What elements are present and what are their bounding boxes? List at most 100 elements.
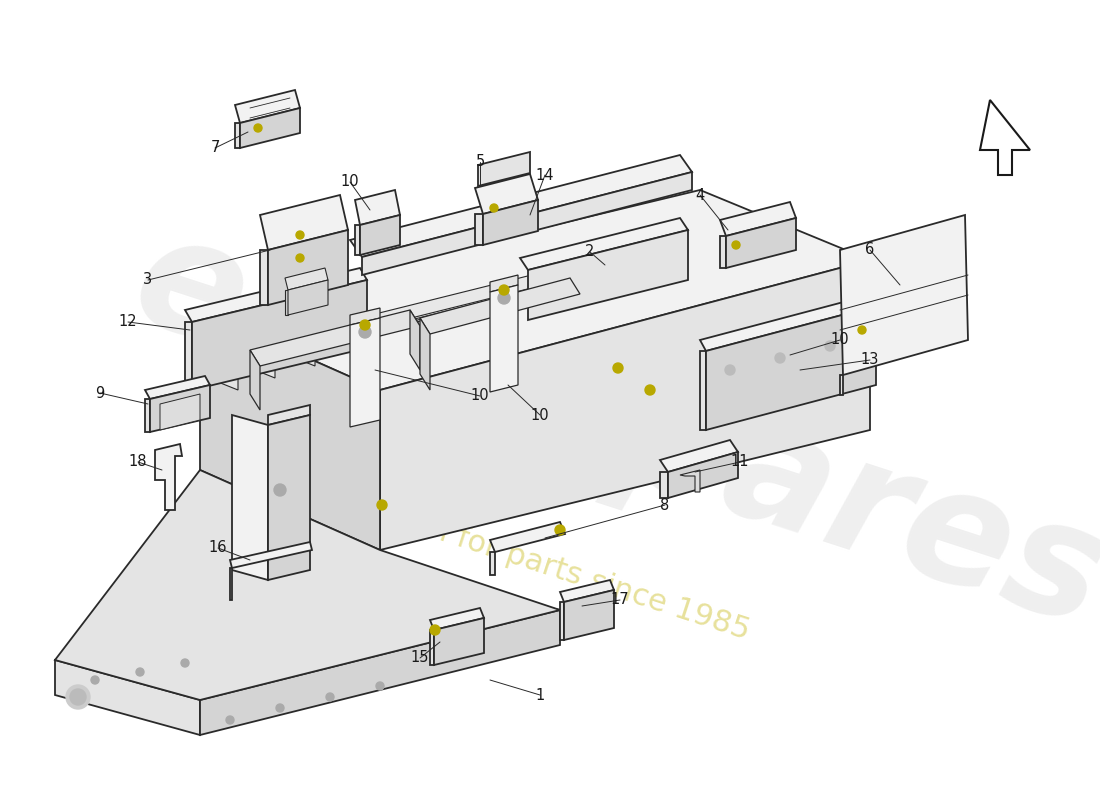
Polygon shape (232, 415, 268, 580)
Polygon shape (350, 155, 692, 257)
Polygon shape (255, 348, 275, 378)
Polygon shape (235, 123, 240, 148)
Polygon shape (475, 174, 538, 214)
Polygon shape (478, 152, 530, 186)
Polygon shape (434, 618, 484, 665)
Text: 15: 15 (410, 650, 429, 666)
Circle shape (776, 353, 785, 363)
Polygon shape (200, 310, 380, 550)
Polygon shape (430, 608, 484, 630)
Polygon shape (145, 399, 150, 432)
Polygon shape (420, 318, 430, 390)
Polygon shape (260, 195, 348, 250)
Polygon shape (410, 310, 420, 370)
Polygon shape (362, 172, 692, 275)
Polygon shape (336, 248, 660, 332)
Polygon shape (706, 306, 876, 430)
Polygon shape (490, 285, 518, 392)
Text: 5: 5 (475, 154, 485, 170)
Polygon shape (680, 470, 700, 492)
Polygon shape (720, 236, 726, 268)
Polygon shape (350, 318, 380, 427)
Polygon shape (475, 214, 483, 245)
Polygon shape (379, 260, 870, 550)
Text: 9: 9 (96, 386, 104, 401)
Polygon shape (355, 225, 360, 255)
Polygon shape (660, 440, 738, 472)
Text: 1: 1 (536, 687, 544, 702)
Circle shape (254, 124, 262, 132)
Polygon shape (155, 444, 182, 510)
Polygon shape (55, 580, 560, 700)
Polygon shape (350, 308, 380, 325)
Text: a passion for parts since 1985: a passion for parts since 1985 (306, 475, 754, 645)
Circle shape (136, 668, 144, 676)
Polygon shape (240, 108, 300, 148)
Polygon shape (230, 568, 232, 600)
Polygon shape (268, 230, 348, 305)
Polygon shape (840, 375, 843, 395)
Text: eurospares: eurospares (116, 200, 1100, 660)
Text: 10: 10 (341, 174, 360, 190)
Polygon shape (285, 268, 328, 290)
Text: 6: 6 (866, 242, 874, 258)
Polygon shape (520, 218, 688, 270)
Text: 4: 4 (695, 187, 705, 202)
Polygon shape (255, 276, 560, 356)
Polygon shape (430, 630, 434, 665)
Polygon shape (268, 405, 310, 425)
Polygon shape (490, 275, 518, 292)
Polygon shape (200, 610, 560, 735)
Polygon shape (726, 218, 796, 268)
Circle shape (430, 625, 440, 635)
Polygon shape (218, 360, 238, 390)
Polygon shape (218, 290, 510, 368)
Polygon shape (295, 262, 610, 344)
Polygon shape (192, 280, 367, 390)
Circle shape (498, 292, 510, 304)
Polygon shape (720, 202, 796, 236)
Polygon shape (560, 580, 614, 602)
Polygon shape (160, 394, 200, 430)
Polygon shape (660, 472, 668, 498)
Polygon shape (420, 278, 580, 334)
Text: 14: 14 (536, 167, 554, 182)
Polygon shape (840, 215, 968, 375)
Circle shape (226, 716, 234, 724)
Polygon shape (288, 280, 328, 315)
Polygon shape (150, 385, 210, 432)
Circle shape (359, 326, 371, 338)
Circle shape (91, 676, 99, 684)
Polygon shape (490, 552, 495, 575)
Circle shape (645, 385, 654, 395)
Polygon shape (700, 295, 876, 351)
Text: 7: 7 (210, 141, 220, 155)
Circle shape (732, 241, 740, 249)
Text: 10: 10 (471, 389, 490, 403)
Polygon shape (185, 268, 367, 322)
Polygon shape (285, 290, 288, 315)
Text: 13: 13 (861, 353, 879, 367)
Polygon shape (560, 602, 564, 640)
Circle shape (360, 320, 370, 330)
Text: 10: 10 (830, 333, 849, 347)
Polygon shape (700, 351, 706, 430)
Polygon shape (145, 376, 210, 399)
Circle shape (66, 685, 90, 709)
Polygon shape (260, 250, 268, 305)
Circle shape (326, 693, 334, 701)
Polygon shape (564, 590, 614, 640)
Polygon shape (55, 660, 200, 735)
Circle shape (725, 365, 735, 375)
Text: 16: 16 (209, 541, 228, 555)
Circle shape (825, 341, 835, 351)
Polygon shape (235, 90, 300, 123)
Polygon shape (185, 322, 192, 390)
Circle shape (858, 326, 866, 334)
Circle shape (182, 659, 189, 667)
Polygon shape (336, 324, 355, 354)
Circle shape (274, 484, 286, 496)
Text: 2: 2 (585, 245, 595, 259)
Text: 3: 3 (143, 273, 153, 287)
Circle shape (376, 682, 384, 690)
